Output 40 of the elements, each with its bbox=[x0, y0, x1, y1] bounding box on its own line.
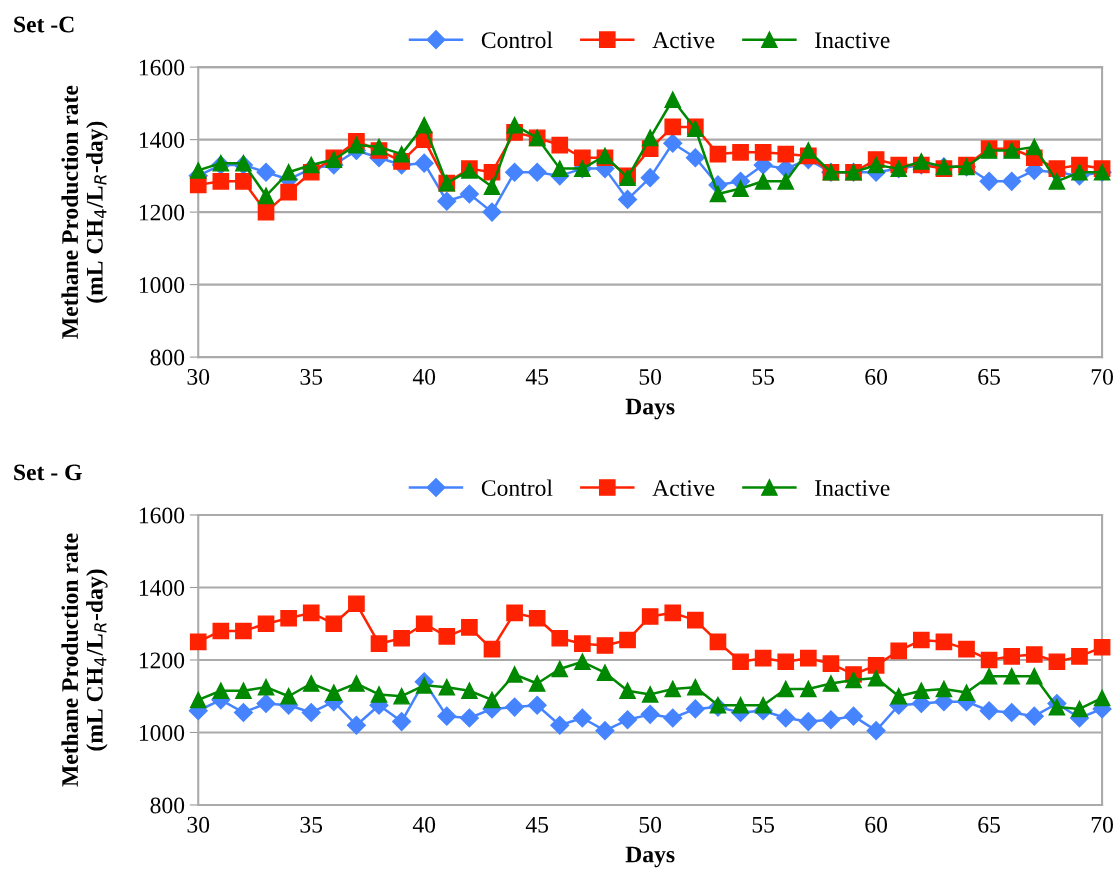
legend-label: Inactive bbox=[815, 32, 890, 49]
y-tick-label: 1000 bbox=[139, 724, 185, 741]
x-tick-label: 50 bbox=[639, 368, 662, 385]
y-tick-label: 1200 bbox=[139, 652, 185, 669]
y-tick-label: 1400 bbox=[139, 132, 185, 149]
legend-label: Control bbox=[481, 479, 553, 497]
x-tick-label: 30 bbox=[187, 816, 210, 833]
y-tick-label: 1000 bbox=[139, 277, 185, 294]
x-tick-label: 65 bbox=[978, 816, 1000, 833]
y-axis-title: Methane Production rate (mL CH$_{4}$/L$_{R}$-day) bbox=[61, 85, 108, 339]
x-tick-label: 40 bbox=[412, 816, 436, 833]
y-tick-label: 800 bbox=[150, 349, 185, 366]
chart-title: Set -C bbox=[14, 16, 74, 33]
x-tick-label: 35 bbox=[300, 368, 323, 385]
x-tick-label: 70 bbox=[1091, 368, 1113, 385]
x-tick-label: 55 bbox=[752, 817, 775, 833]
x-tick-label: 35 bbox=[300, 816, 323, 833]
legend-label: Active bbox=[652, 32, 715, 49]
legend-label: Control bbox=[481, 31, 553, 49]
x-tick-label: 45 bbox=[525, 816, 549, 833]
y-axis-title: Methane Production rate (mL CH$_{4}$/L$_{R}$-day) bbox=[61, 533, 108, 787]
x-axis-title: Days bbox=[625, 846, 675, 868]
y-tick-label: 1400 bbox=[139, 579, 185, 596]
y-tick-label: 1200 bbox=[139, 204, 185, 221]
x-axis-title: Days bbox=[625, 398, 675, 420]
chart-title: Set - G bbox=[14, 464, 82, 481]
y-tick-label: 800 bbox=[150, 797, 185, 814]
x-tick-label: 60 bbox=[865, 368, 888, 385]
legend-label: Active bbox=[652, 480, 715, 497]
legend-label: Inactive bbox=[815, 480, 890, 497]
y-tick-label: 1600 bbox=[139, 507, 185, 524]
x-tick-label: 60 bbox=[865, 816, 888, 833]
x-tick-label: 55 bbox=[752, 369, 775, 385]
x-tick-label: 70 bbox=[1091, 816, 1113, 833]
x-tick-label: 30 bbox=[187, 368, 210, 385]
x-tick-label: 45 bbox=[525, 369, 549, 385]
y-tick-label: 1600 bbox=[139, 59, 185, 76]
x-tick-label: 40 bbox=[412, 368, 436, 385]
x-tick-label: 65 bbox=[978, 368, 1000, 385]
x-tick-label: 50 bbox=[639, 816, 662, 833]
